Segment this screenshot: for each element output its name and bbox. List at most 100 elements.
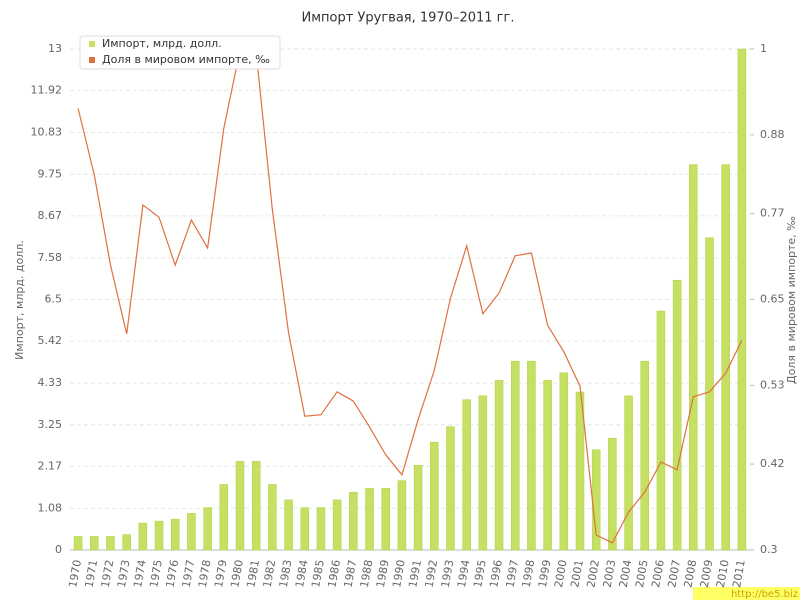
y-tick-label: 10.83 bbox=[31, 126, 63, 139]
y-tick-label: 9.75 bbox=[38, 167, 63, 180]
y2-tick-label: 0.77 bbox=[760, 207, 785, 220]
bar bbox=[640, 360, 650, 551]
x-tick-label: 1983 bbox=[277, 559, 295, 589]
bar bbox=[349, 491, 358, 551]
x-tick-label: 1988 bbox=[358, 559, 376, 589]
x-tick-label: 1980 bbox=[228, 559, 246, 589]
y-tick-label: 0 bbox=[55, 543, 62, 556]
bar bbox=[689, 164, 698, 551]
bar bbox=[219, 484, 229, 551]
y2-tick-label: 1 bbox=[760, 42, 767, 55]
y-tick-label: 5.42 bbox=[38, 334, 63, 347]
bar bbox=[446, 426, 455, 551]
x-tick-label: 1977 bbox=[180, 559, 198, 589]
y-tick-label: 4.33 bbox=[38, 376, 63, 389]
bar bbox=[73, 536, 83, 551]
bar bbox=[672, 279, 682, 551]
x-tick-label: 1999 bbox=[536, 559, 554, 589]
bar bbox=[332, 499, 342, 551]
legend-label: Доля в мировом импорте, ‰ bbox=[102, 53, 270, 66]
bar bbox=[300, 507, 310, 551]
bar bbox=[608, 437, 617, 551]
bar bbox=[575, 391, 585, 551]
x-tick-label: 1974 bbox=[131, 559, 149, 589]
bar bbox=[122, 534, 131, 551]
x-tick-label: 1985 bbox=[309, 559, 327, 589]
x-tick-label: 1997 bbox=[503, 559, 521, 589]
x-tick-label: 2000 bbox=[552, 559, 570, 589]
x-tick-label: 1996 bbox=[487, 559, 505, 589]
y-tick-label: 13 bbox=[48, 42, 62, 55]
legend-swatch bbox=[89, 57, 95, 63]
bar bbox=[90, 536, 99, 551]
watermark[interactable]: http://be5.biz bbox=[731, 589, 798, 600]
bar bbox=[268, 484, 277, 551]
bar bbox=[170, 518, 180, 551]
watermark-bg bbox=[693, 587, 800, 600]
x-tick-label: 1976 bbox=[163, 559, 181, 589]
bar bbox=[138, 522, 148, 551]
x-tick-label: 1979 bbox=[212, 559, 230, 589]
x-tick-label: 1993 bbox=[439, 559, 457, 589]
x-tick-label: 1978 bbox=[196, 559, 214, 589]
x-tick-label: 1998 bbox=[520, 559, 538, 589]
bar bbox=[721, 164, 730, 551]
x-tick-label: 1984 bbox=[293, 559, 311, 589]
legend-label: Импорт, млрд. долл. bbox=[102, 37, 222, 50]
y2-tick-label: 0.88 bbox=[760, 128, 785, 141]
bar bbox=[462, 399, 471, 551]
bar bbox=[510, 360, 520, 551]
y-tick-label: 3.25 bbox=[38, 418, 63, 431]
x-tick-label: 2005 bbox=[633, 559, 651, 589]
bar bbox=[527, 360, 536, 551]
bar bbox=[430, 441, 439, 551]
y-tick-label: 6.5 bbox=[45, 293, 63, 306]
line bbox=[77, 49, 743, 544]
bar bbox=[624, 395, 633, 551]
y-axis-label: Импорт, млрд. долл. bbox=[13, 240, 26, 360]
x-tick-label: 1972 bbox=[99, 559, 117, 589]
x-tick-label: 2007 bbox=[665, 559, 683, 589]
x-tick-label: 1992 bbox=[423, 559, 441, 589]
bar bbox=[397, 480, 407, 551]
x-tick-label: 2003 bbox=[601, 559, 619, 589]
x-tick-label: 1994 bbox=[455, 559, 473, 589]
legend: Импорт, млрд. долл. Доля в мировом импорт… bbox=[79, 35, 281, 70]
x-tick-label: 1970 bbox=[66, 559, 84, 589]
bar bbox=[203, 507, 212, 551]
bar bbox=[543, 380, 552, 551]
x-tick-label: 1981 bbox=[244, 559, 262, 589]
x-tick-label: 1989 bbox=[374, 559, 392, 589]
bar bbox=[381, 488, 390, 551]
x-tick-label: 1971 bbox=[83, 559, 101, 589]
bar bbox=[413, 464, 423, 551]
y-tick-label: 8.67 bbox=[38, 209, 63, 222]
x-tick-label: 2001 bbox=[568, 559, 586, 589]
x-tick-label: 1995 bbox=[471, 559, 489, 589]
x-tick-label: 1987 bbox=[342, 559, 360, 589]
bar bbox=[365, 488, 374, 551]
bar bbox=[316, 507, 326, 551]
bar bbox=[251, 461, 261, 551]
x-tick-label: 1986 bbox=[325, 559, 343, 589]
x-tick-label: 2008 bbox=[682, 559, 700, 589]
bar bbox=[737, 48, 747, 551]
chart-title: Импорт Уругвая, 1970–2011 гг. bbox=[302, 11, 515, 26]
bar bbox=[106, 536, 115, 551]
y2-tick-label: 0.3 bbox=[760, 543, 778, 556]
bar bbox=[284, 499, 293, 551]
y2-tick-label: 0.53 bbox=[760, 378, 785, 391]
y-tick-label: 2.17 bbox=[38, 459, 63, 472]
y2-tick-label: 0.42 bbox=[760, 457, 785, 470]
x-tick-label: 1982 bbox=[261, 559, 279, 589]
x-tick-label: 1990 bbox=[390, 559, 408, 589]
x-tick-label: 1975 bbox=[147, 559, 165, 589]
bar bbox=[478, 395, 488, 551]
bar bbox=[656, 310, 666, 551]
legend-box bbox=[79, 35, 281, 70]
x-tick-label: 2009 bbox=[698, 559, 716, 589]
y-tick-label: 7.58 bbox=[38, 251, 63, 264]
x-tick-label: 1973 bbox=[115, 559, 133, 589]
bar bbox=[705, 237, 714, 551]
x-tick-label: 1991 bbox=[406, 559, 424, 589]
